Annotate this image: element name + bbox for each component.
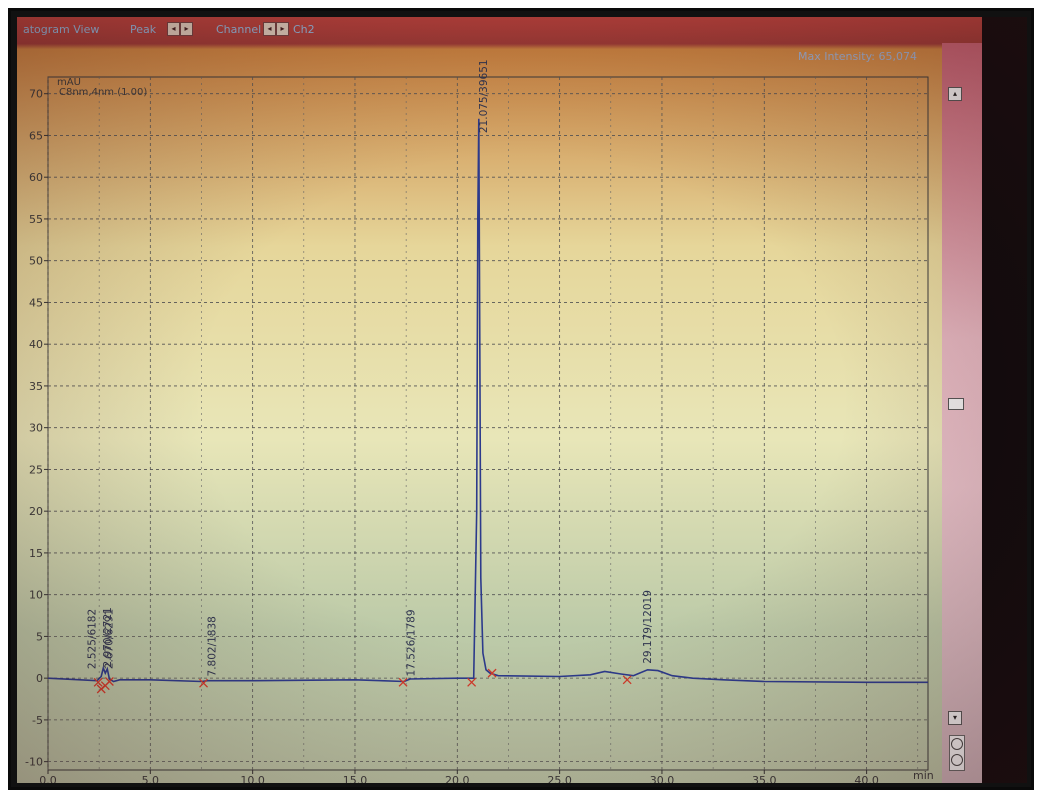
x-tick-label: 40.0 <box>854 774 879 783</box>
max-intensity-value: 65,074 <box>878 50 918 63</box>
channel-value: Ch2 <box>293 23 315 36</box>
integration-mark <box>199 678 208 688</box>
photo-frame: atogram View Peak ◂ ▸ Channel ◂ ▸ Ch2 Ma… <box>8 8 1034 790</box>
scroll-down-button[interactable]: ▾ <box>948 711 962 725</box>
grid <box>47 77 928 770</box>
y-tick-label: 20 <box>29 505 43 518</box>
zoom-tools[interactable] <box>949 735 965 771</box>
peak-prev-button[interactable]: ◂ <box>167 22 180 36</box>
y-tick-label: 60 <box>29 171 43 184</box>
peak-label: 7.802/1838 <box>207 616 219 676</box>
y-tick-label: 45 <box>29 296 43 309</box>
x-tick-label: 10.0 <box>240 774 265 783</box>
integration-mark <box>104 677 114 686</box>
scrollbar-pane[interactable]: ▴ ▾ <box>942 43 987 783</box>
y-tick-label: -5 <box>32 714 43 727</box>
scroll-up-button[interactable]: ▴ <box>948 87 962 101</box>
y-tick-label: 55 <box>29 213 43 226</box>
y-tick-label: 15 <box>29 547 43 560</box>
x-tick-label: 15.0 <box>343 774 368 783</box>
y-tick-label: 40 <box>29 338 43 351</box>
integration-mark <box>398 677 408 687</box>
scroll-thumb[interactable] <box>948 398 964 410</box>
series-trace <box>47 118 928 684</box>
x-tick-label: 25.0 <box>547 774 572 783</box>
peak-label: 21.075/39651 <box>478 59 490 133</box>
monitor-bezel <box>982 17 1027 783</box>
zoom-out-icon[interactable] <box>951 754 963 766</box>
peak-label: Peak <box>130 23 157 36</box>
y-tick-label: 30 <box>29 422 43 435</box>
x-tick-label: 5.0 <box>142 774 160 783</box>
toolbar: atogram View Peak ◂ ▸ Channel ◂ ▸ Ch2 <box>17 17 1027 43</box>
chromatogram-window: atogram View Peak ◂ ▸ Channel ◂ ▸ Ch2 Ma… <box>17 17 1027 783</box>
zoom-in-icon[interactable] <box>951 738 963 750</box>
peak-label: 17.526/1789 <box>406 609 418 676</box>
plot-border <box>47 76 929 771</box>
peak-label: 2.525/6182 <box>86 609 98 669</box>
integration-mark <box>467 677 477 687</box>
channel-prev-button[interactable]: ◂ <box>263 22 276 36</box>
max-intensity: Max Intensity: 65,074 <box>797 50 918 63</box>
view-title: atogram View <box>23 23 100 36</box>
integration-marks <box>93 668 632 694</box>
y-tick-label: 5 <box>36 630 43 643</box>
max-intensity-label: Max Intensity <box>797 50 872 63</box>
integration-mark <box>487 668 497 678</box>
y-tick-label: 65 <box>29 129 43 142</box>
integration-mark <box>622 675 632 685</box>
x-tick-label: 35.0 <box>752 774 777 783</box>
channel-next-button[interactable]: ▸ <box>276 22 289 36</box>
integration-mark <box>93 677 103 687</box>
y-tick-label: 25 <box>29 463 43 476</box>
x-tick-label: 20.0 <box>445 774 470 783</box>
peak-label: 29.179/12019 <box>642 590 654 664</box>
x-tick-label: 0.0 <box>39 774 57 783</box>
y-tick-label: 0 <box>36 672 43 685</box>
y-tick-label: 35 <box>29 380 43 393</box>
y-tick-label: 10 <box>29 589 43 602</box>
peak-next-button[interactable]: ▸ <box>180 22 193 36</box>
channel-annotation: C8nm,4nm (1.00) <box>59 87 147 98</box>
y-tick-label: 50 <box>29 255 43 268</box>
y-unit-label: mAU <box>57 77 81 88</box>
peak-label: 2.670/6291 <box>104 609 116 669</box>
channel-label: Channel <box>216 23 262 36</box>
x-axis-ticks: 0.0 5.0 10.0 15.0 20.0 25.0 30.0 35.0 40.0 <box>39 770 879 783</box>
y-tick-label: 70 <box>29 88 43 101</box>
x-axis-label: min <box>913 769 934 782</box>
y-tick-label: -10 <box>25 756 43 769</box>
peak-label: 2.970/2721 <box>102 607 114 667</box>
x-tick-label: 30.0 <box>650 774 675 783</box>
